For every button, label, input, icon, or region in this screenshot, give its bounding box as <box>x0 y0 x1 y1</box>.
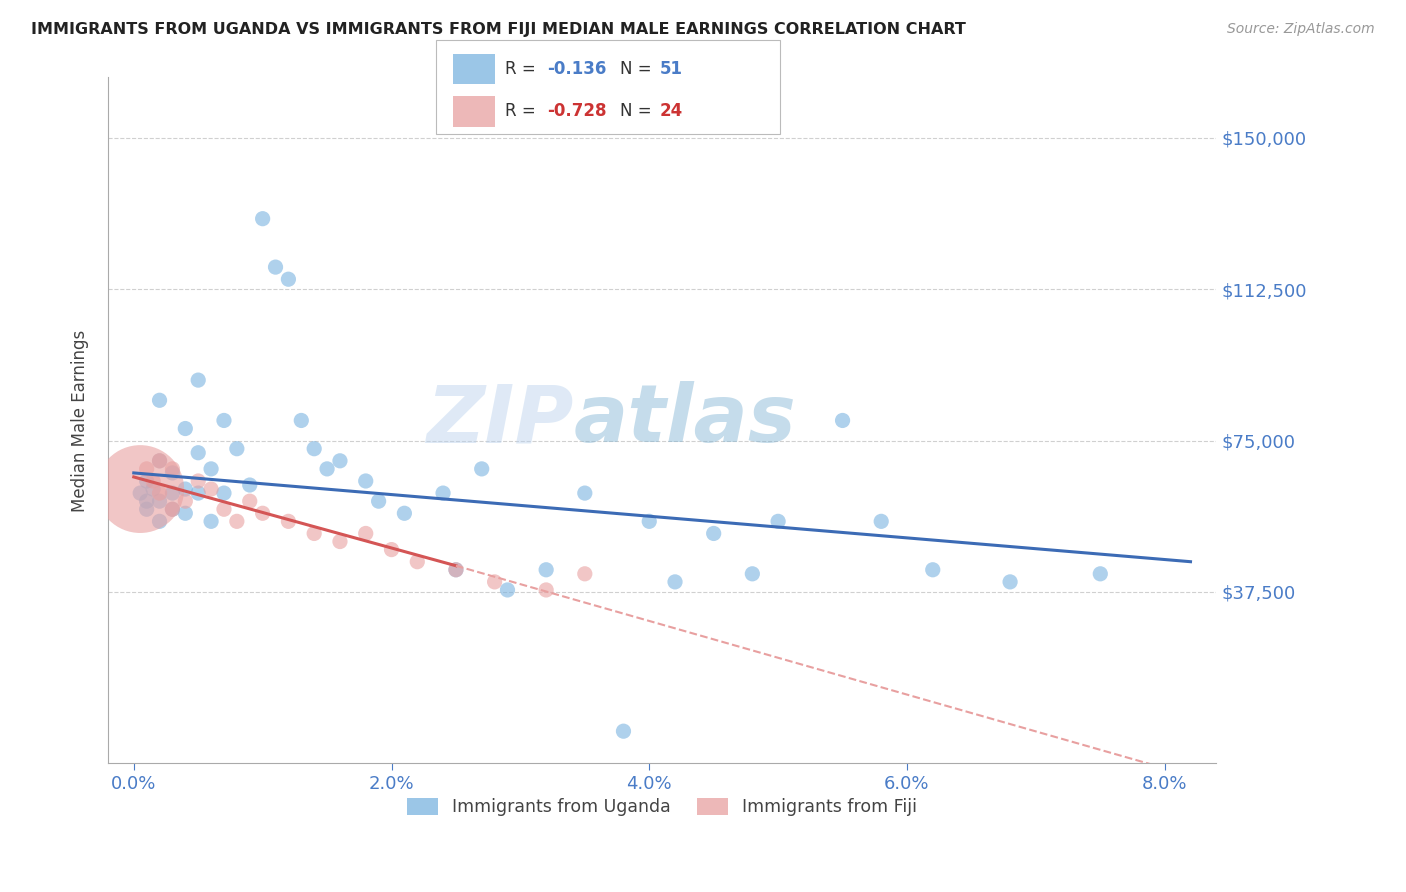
Text: N =: N = <box>620 103 657 120</box>
Point <box>703 526 725 541</box>
Point <box>302 526 325 541</box>
Point <box>148 393 170 408</box>
Point <box>612 724 634 739</box>
Point <box>148 494 170 508</box>
Point <box>484 574 506 589</box>
Point <box>129 486 152 500</box>
Point <box>574 486 596 500</box>
Text: IMMIGRANTS FROM UGANDA VS IMMIGRANTS FROM FIJI MEDIAN MALE EARNINGS CORRELATION : IMMIGRANTS FROM UGANDA VS IMMIGRANTS FRO… <box>31 22 966 37</box>
Point <box>252 506 274 520</box>
Point <box>766 514 789 528</box>
Text: Source: ZipAtlas.com: Source: ZipAtlas.com <box>1227 22 1375 37</box>
Point <box>187 474 209 488</box>
Point <box>302 442 325 456</box>
Point <box>142 474 165 488</box>
Point <box>200 514 222 528</box>
Point <box>148 454 170 468</box>
Point <box>264 260 287 274</box>
Point <box>354 526 377 541</box>
Point <box>277 272 299 286</box>
Point <box>664 574 686 589</box>
Point <box>187 373 209 387</box>
Text: 51: 51 <box>659 60 682 78</box>
Point <box>212 502 235 516</box>
Point <box>870 514 893 528</box>
Point <box>129 482 152 496</box>
Text: ZIP: ZIP <box>426 382 574 459</box>
Point <box>394 506 416 520</box>
Legend: Immigrants from Uganda, Immigrants from Fiji: Immigrants from Uganda, Immigrants from … <box>401 791 924 823</box>
Point <box>200 462 222 476</box>
Text: -0.728: -0.728 <box>547 103 606 120</box>
Point <box>162 466 184 480</box>
Point <box>354 474 377 488</box>
Point <box>534 582 557 597</box>
Point <box>998 574 1021 589</box>
Point <box>187 446 209 460</box>
Text: R =: R = <box>505 60 541 78</box>
Point <box>329 534 352 549</box>
Point <box>329 454 352 468</box>
Point <box>212 413 235 427</box>
Point <box>187 486 209 500</box>
Text: 24: 24 <box>659 103 683 120</box>
Point <box>174 421 197 435</box>
Point <box>444 563 467 577</box>
Point <box>162 486 184 500</box>
Point <box>212 486 235 500</box>
Point <box>252 211 274 226</box>
Point <box>174 482 197 496</box>
Point <box>574 566 596 581</box>
Text: N =: N = <box>620 60 657 78</box>
Point <box>432 486 454 500</box>
Point <box>135 474 157 488</box>
Point <box>1090 566 1112 581</box>
Point <box>239 494 262 508</box>
Point <box>148 454 170 468</box>
Text: R =: R = <box>505 103 541 120</box>
Point <box>406 555 429 569</box>
Text: -0.136: -0.136 <box>547 60 606 78</box>
Point <box>444 563 467 577</box>
Point <box>316 462 339 476</box>
Point <box>225 442 247 456</box>
Point <box>290 413 312 427</box>
Point <box>638 514 661 528</box>
Point <box>225 514 247 528</box>
Point <box>380 542 402 557</box>
Point <box>162 502 184 516</box>
Point <box>277 514 299 528</box>
Point <box>174 506 197 520</box>
Point <box>135 462 157 476</box>
Point <box>921 563 943 577</box>
Point <box>162 462 184 476</box>
Point <box>148 514 170 528</box>
Point <box>148 486 170 500</box>
Point <box>741 566 763 581</box>
Point <box>135 502 157 516</box>
Point <box>162 502 184 516</box>
Point <box>496 582 519 597</box>
Point <box>471 462 494 476</box>
Point <box>142 482 165 496</box>
Point <box>367 494 389 508</box>
Point <box>239 478 262 492</box>
Point <box>174 494 197 508</box>
Point <box>135 494 157 508</box>
Point <box>534 563 557 577</box>
Point <box>200 482 222 496</box>
Y-axis label: Median Male Earnings: Median Male Earnings <box>72 329 89 512</box>
Text: atlas: atlas <box>574 382 796 459</box>
Point <box>831 413 853 427</box>
